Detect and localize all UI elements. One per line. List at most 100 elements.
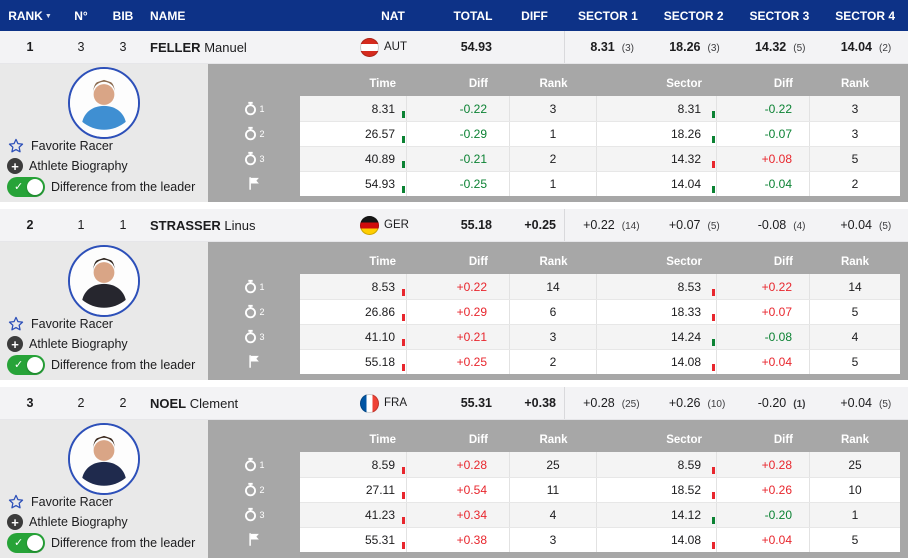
athlete-biography-button[interactable]: + Athlete Biography	[7, 514, 195, 530]
toggle-on-icon: ✓	[7, 355, 45, 375]
favorite-racer-button[interactable]: Favorite Racer	[7, 137, 195, 155]
split-time-rank: 25	[510, 452, 597, 477]
sector-4-summary: 14.04 (2)	[840, 40, 892, 54]
split-sector-diff: -0.08	[717, 325, 810, 349]
split-sector-diff: +0.28	[717, 452, 810, 477]
racer-bib: 1	[119, 218, 127, 232]
trend-tick-icon	[402, 467, 405, 474]
difference-from-leader-label: Difference from the leader	[51, 180, 196, 194]
header-diff[interactable]: DIFF	[521, 8, 548, 23]
sector-1-summary: +0.22 (14)	[583, 218, 640, 232]
split-sector-diff: +0.04	[717, 528, 810, 552]
racer-bib: 2	[119, 396, 127, 410]
racer-number: 2	[77, 396, 85, 410]
racer-summary-row[interactable]: 3 2 2 NOEL Clement FRA 55.31 +0.38 +0.28…	[0, 387, 908, 420]
split-sector-time: 14.08	[597, 528, 717, 552]
split-time: 8.59	[300, 452, 407, 477]
difference-from-leader-toggle[interactable]: ✓ Difference from the leader	[7, 177, 195, 197]
header-name[interactable]: NAME	[150, 8, 186, 23]
split-sector-rank: 3	[851, 101, 859, 116]
stopwatch-2-icon: 2	[243, 299, 265, 324]
racer-summary-row[interactable]: 1 3 3 FELLER Manuel AUT 54.93 8.31 (3) 18…	[0, 31, 908, 64]
trend-tick-icon	[712, 161, 715, 168]
stopwatch-1-icon: 1	[243, 96, 265, 121]
block-spacer	[0, 380, 908, 387]
racer-number: 1	[77, 218, 85, 232]
split-sector-rank: 1	[851, 508, 859, 522]
header-total[interactable]: TOTAL	[453, 8, 493, 23]
trend-tick-icon	[712, 517, 715, 524]
favorite-racer-button[interactable]: Favorite Racer	[7, 315, 195, 333]
finish-flag-icon	[247, 527, 262, 552]
favorite-racer-label: Favorite Racer	[31, 495, 113, 509]
split-time: 27.11	[300, 478, 407, 502]
split-time-diff: +0.54	[407, 478, 510, 502]
difference-from-leader-toggle[interactable]: ✓ Difference from the leader	[7, 355, 195, 375]
header-sector-3[interactable]: SECTOR 3	[749, 8, 810, 23]
trend-tick-icon	[402, 364, 405, 371]
athlete-biography-button[interactable]: + Athlete Biography	[7, 158, 195, 174]
header-number[interactable]: N°	[74, 8, 88, 23]
split-time: 54.93	[300, 172, 407, 196]
favorite-racer-label: Favorite Racer	[31, 317, 113, 331]
trend-tick-icon	[712, 339, 715, 346]
trend-tick-icon	[712, 467, 715, 474]
racer-info-panel: Favorite Racer + Athlete Biography ✓ Dif…	[0, 420, 208, 558]
sector-1-summary: 8.31 (3)	[590, 40, 634, 54]
racer-nationality: GER	[344, 215, 442, 235]
stopwatch-1-icon: 1	[243, 274, 265, 299]
split-times-area: 1 2 3 Time Diff Rank	[208, 242, 908, 380]
difference-from-leader-toggle[interactable]: ✓ Difference from the leader	[7, 533, 195, 553]
racer-block: 3 2 2 NOEL Clement FRA 55.31 +0.38 +0.28…	[0, 387, 908, 560]
split-time: 26.86	[300, 300, 407, 324]
racer-number: 3	[77, 40, 85, 54]
split-sector-time: 8.59	[597, 452, 717, 477]
split-sector-diff: -0.22	[717, 96, 810, 121]
split-time-diff: +0.38	[407, 528, 510, 552]
stopwatch-3-icon: 3	[243, 146, 265, 171]
racer-detail-panel: Favorite Racer + Athlete Biography ✓ Dif…	[0, 64, 908, 202]
header-sector-1[interactable]: SECTOR 1	[577, 8, 638, 23]
split-time: 41.10	[300, 325, 407, 349]
racer-total-time: 55.18	[460, 218, 492, 232]
star-icon	[7, 493, 25, 511]
racer-summary-row[interactable]: 2 1 1 STRASSER Linus GER 55.18 +0.25 +0.…	[0, 209, 908, 242]
header-sector-2[interactable]: SECTOR 2	[663, 8, 724, 23]
racer-total-time: 55.31	[460, 396, 492, 410]
nat-flag-icon	[360, 215, 379, 235]
header-rank[interactable]: RANK ▼	[8, 8, 52, 23]
split-sector-rank: 14	[848, 279, 862, 294]
split-row-2: 27.11 +0.54 11 18.52 +0.26 10	[300, 477, 900, 502]
trend-tick-icon	[712, 364, 715, 371]
split-time-diff: +0.25	[407, 350, 510, 374]
favorite-racer-button[interactable]: Favorite Racer	[7, 493, 195, 511]
split-sector-time: 18.52	[597, 478, 717, 502]
toggle-on-icon: ✓	[7, 177, 45, 197]
star-icon	[7, 137, 25, 155]
trend-tick-icon	[402, 136, 405, 143]
split-sector-diff: -0.20	[717, 503, 810, 527]
split-row-1: 8.59 +0.28 25 8.59 +0.28 25	[300, 452, 900, 477]
split-time-rank: 6	[510, 300, 597, 324]
racer-detail-panel: Favorite Racer + Athlete Biography ✓ Dif…	[0, 242, 908, 380]
split-sector-diff: +0.22	[717, 274, 810, 299]
racer-rank: 1	[26, 40, 34, 54]
header-nat[interactable]: NAT	[381, 8, 405, 23]
stopwatch-2-icon: 2	[243, 121, 265, 146]
trend-tick-icon	[402, 492, 405, 499]
difference-from-leader-label: Difference from the leader	[51, 358, 196, 372]
split-sector-time: 18.26	[597, 122, 717, 146]
split-row-3: 40.89 -0.21 2 14.32 +0.08 5	[300, 146, 900, 171]
header-bib[interactable]: BIB	[112, 8, 134, 23]
trend-tick-icon	[402, 517, 405, 524]
sector-2-summary: 18.26 (3)	[669, 40, 720, 54]
plus-icon: +	[7, 158, 23, 174]
trend-tick-icon	[712, 542, 715, 549]
athlete-biography-button[interactable]: + Athlete Biography	[7, 336, 195, 352]
split-time: 26.57	[300, 122, 407, 146]
header-sector-4[interactable]: SECTOR 4	[835, 8, 896, 23]
split-sector-rank: 3	[851, 127, 859, 141]
athlete-biography-label: Athlete Biography	[29, 515, 128, 529]
split-sector-rank: 5	[851, 533, 859, 547]
split-times-table: Time Diff Rank Sector Diff Rank 8.59 +0.…	[300, 428, 900, 558]
